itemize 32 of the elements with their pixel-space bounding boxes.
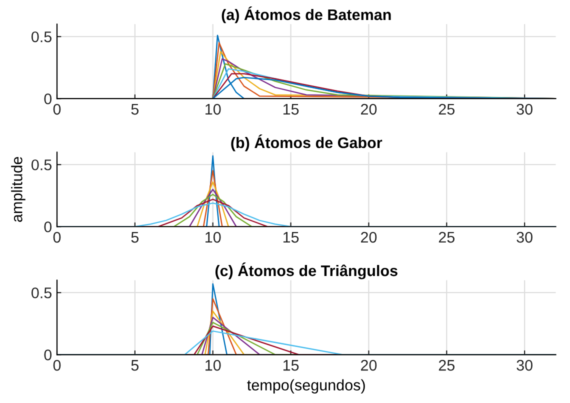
x-axis-title: tempo(segundos) (247, 379, 365, 394)
x-tick-label: 0 (53, 232, 61, 243)
x-tick-label: 30 (516, 232, 532, 243)
x-tick-label: 20 (360, 232, 377, 243)
chart-title: (a) Átomos de Bateman (222, 6, 391, 24)
x-tick-label: 15 (283, 232, 299, 243)
chart-title: (c) Átomos de Triângulos (215, 262, 398, 280)
x-tick-label: 25 (438, 232, 455, 243)
x-tick-label: 15 (283, 360, 299, 371)
y-tick-label: 0 (44, 93, 52, 104)
x-tick-label: 5 (131, 232, 139, 243)
x-tick-label: 0 (53, 104, 61, 115)
y-tick-label: 0 (44, 221, 52, 232)
y-tick-label: 0.5 (32, 287, 52, 298)
y-axis-title: amplitude (11, 156, 26, 222)
x-tick-label: 15 (283, 104, 299, 115)
x-tick-label: 30 (516, 360, 532, 371)
y-tick-label: 0 (44, 350, 52, 360)
x-tick-label: 5 (131, 104, 139, 115)
x-tick-label: 20 (360, 104, 377, 115)
y-tick-label: 0.5 (32, 159, 52, 170)
x-tick-label: 10 (206, 360, 221, 371)
x-tick-label: 10 (206, 104, 221, 115)
y-tick-label: 0.5 (32, 31, 52, 42)
x-tick-label: 0 (53, 360, 61, 371)
x-tick-label: 10 (206, 232, 221, 243)
x-tick-label: 25 (438, 104, 455, 115)
x-tick-label: 20 (360, 360, 377, 371)
chart-title: (b) Átomos de Gabor (231, 134, 382, 152)
x-tick-label: 30 (516, 104, 532, 115)
x-tick-label: 25 (438, 360, 455, 371)
x-tick-label: 5 (131, 360, 139, 371)
